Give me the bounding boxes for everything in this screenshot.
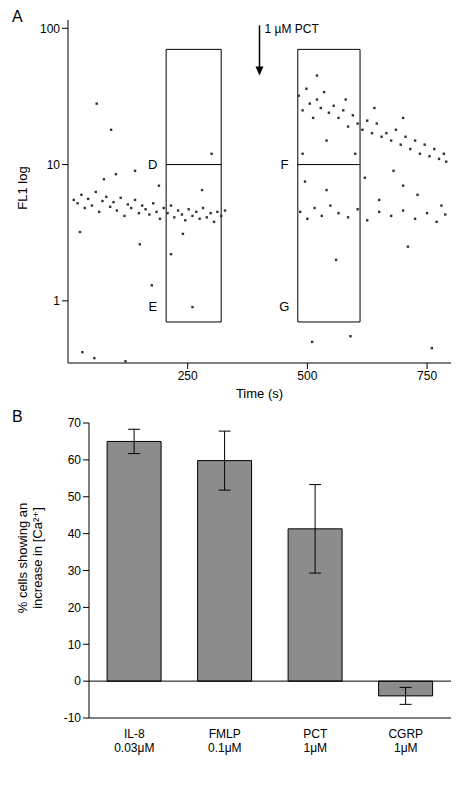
svg-text:750: 750 xyxy=(417,369,437,383)
svg-text:IL-80.03μM: IL-80.03μM xyxy=(114,727,154,755)
html-text:A: A xyxy=(12,8,23,25)
svg-text:50: 50 xyxy=(68,490,82,504)
svg-text:F: F xyxy=(280,157,288,172)
html-text:FL1 log: FL1 log xyxy=(14,166,30,210)
svg-text:20: 20 xyxy=(68,601,82,615)
html-text:% cells showing an: % cells showing an xyxy=(15,502,30,614)
svg-text:0: 0 xyxy=(74,674,81,688)
svg-text:100: 100 xyxy=(40,22,60,36)
svg-text:500: 500 xyxy=(297,369,317,383)
svg-text:30: 30 xyxy=(68,564,82,578)
svg-text:60: 60 xyxy=(68,453,82,467)
svg-text:-10: -10 xyxy=(64,711,82,725)
svg-text:250: 250 xyxy=(178,369,198,383)
svg-text:G: G xyxy=(279,299,289,314)
svg-text:10: 10 xyxy=(68,638,82,652)
svg-text:CGRP1μM: CGRP1μM xyxy=(388,727,423,755)
svg-text:PCT1μM: PCT1μM xyxy=(303,727,328,755)
svg-text:FMLP0.1μM: FMLP0.1μM xyxy=(208,727,242,755)
svg-text:70: 70 xyxy=(68,416,82,430)
svg-text:E: E xyxy=(148,299,157,314)
svg-text:40: 40 xyxy=(68,527,82,541)
svg-text:D: D xyxy=(148,157,157,172)
svg-text:1 µM PCT: 1 µM PCT xyxy=(265,22,320,36)
svg-text:Time (s): Time (s) xyxy=(236,386,283,401)
svg-text:1: 1 xyxy=(53,294,60,308)
html-text:B: B xyxy=(12,408,23,425)
html-text:increase in [Ca²⁺]: increase in [Ca²⁺] xyxy=(30,507,45,609)
svg-text:10: 10 xyxy=(47,158,61,172)
